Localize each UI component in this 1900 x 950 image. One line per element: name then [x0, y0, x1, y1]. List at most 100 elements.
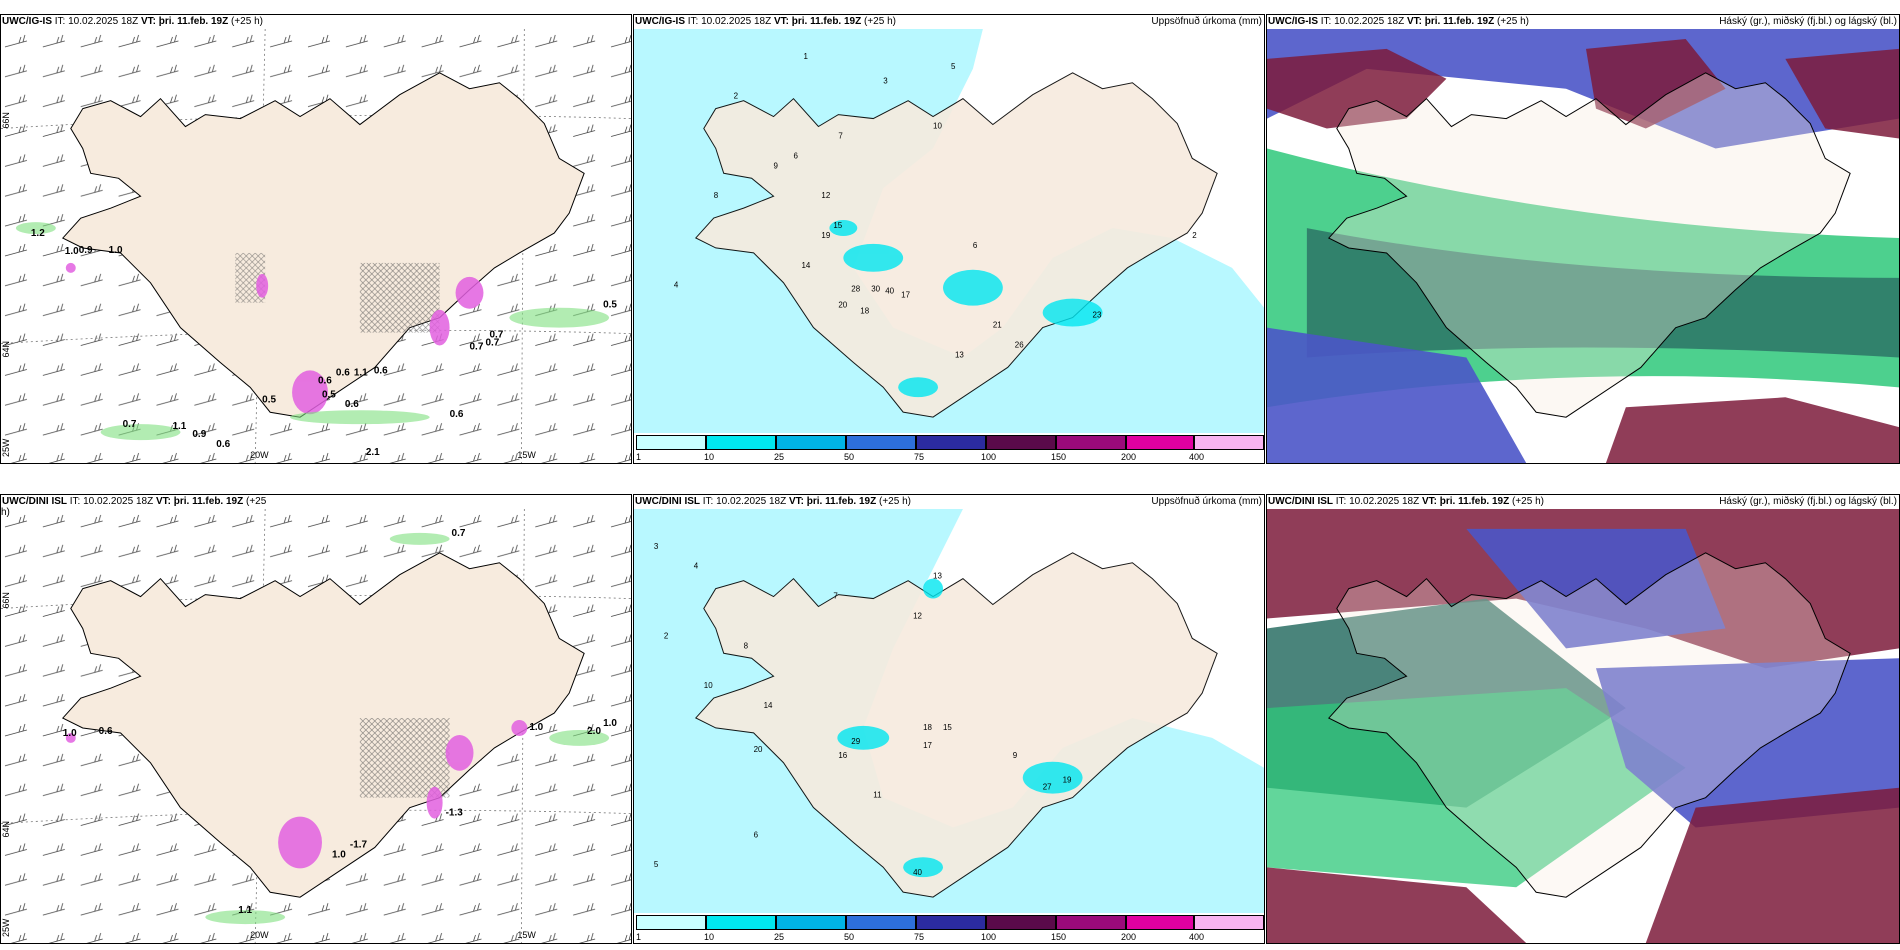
colorbar-tick: 100: [981, 452, 997, 462]
color-swatch: [1194, 915, 1264, 930]
field-label: Háský (gr.), miðský (fj.bl.) og lágský (…: [1719, 495, 1897, 509]
lon-label-25w: 25W: [1, 918, 11, 937]
precip-value: 15: [943, 723, 952, 732]
lead-time: (+25 h): [864, 16, 896, 27]
precip-value: 7: [833, 592, 838, 601]
precip-value: 12: [913, 611, 922, 620]
precip-value: 3: [883, 77, 888, 86]
precip-value: 27: [1043, 783, 1052, 792]
issue-time: IT: 10.02.2025 18Z: [1320, 16, 1405, 27]
precip-value: 18: [923, 723, 932, 732]
color-swatch: [986, 435, 1056, 450]
color-swatch: [846, 915, 916, 930]
precip-value: 28: [851, 285, 860, 294]
precip-value: 40: [913, 868, 922, 877]
color-swatch: [706, 915, 776, 930]
wind-value: 1.2: [31, 228, 45, 239]
iceland-outline: [1327, 72, 1851, 418]
iceland-outline: [1327, 552, 1851, 898]
color-swatch: [1056, 435, 1126, 450]
precip-areas: [15, 222, 610, 441]
precip-value: 8: [714, 191, 719, 200]
colorbar-tick: 1: [636, 452, 642, 462]
panel-wind-top: UWC/IG-IS IT: 10.02.2025 18Z VT: þri. 11…: [0, 14, 632, 464]
map-clouds[interactable]: [1267, 509, 1899, 943]
color-swatch: [636, 435, 706, 450]
precip-value: 14: [764, 701, 773, 710]
precip-value: 5: [951, 62, 956, 71]
precip-value: 26: [1015, 340, 1024, 349]
field-label: Háský (gr.), miðský (fj.bl.) og lágský (…: [1719, 15, 1897, 29]
precip-value: 30: [871, 285, 880, 294]
precip-value: 29: [851, 737, 860, 746]
colorbar-tick: 150: [1051, 932, 1067, 942]
panel-clouds-bottom: UWC/DINI ISL IT: 10.02.2025 18Z VT: þri.…: [1266, 494, 1900, 944]
precip-value: 14: [801, 261, 810, 270]
colorbar-tick: 100: [981, 932, 997, 942]
model-name: UWC/DINI ISL: [1268, 496, 1333, 507]
precip-value: 1: [803, 52, 808, 61]
iceland-land: [694, 552, 1218, 898]
precip-value: 11: [873, 791, 882, 800]
issue-time: IT: 10.02.2025 18Z: [687, 16, 772, 27]
lat-label-66n: 66N: [1, 592, 11, 608]
wind-value: 0.6: [336, 367, 350, 378]
wind-values: 0.7 0.6 1.0 2.0 1.0 -1.7 1.0 -1.3 1.0 1.…: [63, 528, 618, 916]
wind-value: -1.7: [350, 839, 368, 850]
model-name: UWC/IG-IS: [635, 16, 685, 27]
panel-title: UWC/IG-IS IT: 10.02.2025 18Z VT: þri. 11…: [634, 15, 1264, 29]
model-name: UWC/IG-IS: [1268, 16, 1318, 27]
wind-value: 1.1: [238, 905, 252, 916]
wind-value: 0.6: [450, 409, 464, 420]
wind-value: 0.6: [216, 439, 230, 450]
map-precip[interactable]: 1 5 3 2 4 7 6 10 9 12 14 19 15 28 30 40 …: [634, 29, 1264, 433]
color-swatch: [1126, 435, 1194, 450]
wind-value: 0.5: [603, 300, 617, 311]
lon-label-20w: 20W: [250, 930, 269, 940]
iceland-land: [61, 552, 585, 898]
precip-value: 6: [793, 151, 798, 160]
precip-value: 40: [885, 287, 894, 296]
lon-label-15w: 15W: [517, 450, 536, 460]
precip-value: 19: [1063, 776, 1072, 785]
colorbar-tick: 1: [636, 932, 642, 942]
lon-label-15w: 15W: [517, 930, 536, 940]
wind-value: 0.6: [374, 365, 388, 376]
wind-value: 0.9: [192, 429, 206, 440]
panel-title: UWC/DINI ISL IT: 10.02.2025 18Z VT: þri.…: [634, 495, 1264, 509]
wind-value: 0.9: [79, 245, 93, 256]
panel-wind-bottom: UWC/DINI ISL IT: 10.02.2025 18Z VT: þri.…: [0, 494, 632, 944]
map-wind[interactable]: 0.7 0.6 1.0 2.0 1.0 -1.7 1.0 -1.3 1.0 1.…: [1, 509, 631, 943]
precip-value: 20: [754, 745, 763, 754]
field-label: Uppsöfnuð úrkoma (mm): [1151, 15, 1262, 29]
map-clouds[interactable]: [1267, 29, 1899, 463]
precip-value: 8: [744, 641, 749, 650]
precip-value: 13: [933, 572, 942, 581]
map-wind[interactable]: 1.2 1.0 0.9 1.0 0.5 0.5 0.6 0.6 1.1 0.6 …: [1, 29, 631, 463]
lead-time: (+25 h): [1512, 496, 1544, 507]
panel-precip-bottom: UWC/DINI ISL IT: 10.02.2025 18Z VT: þri.…: [633, 494, 1265, 944]
snow-areas: [65, 262, 484, 415]
wind-value: -1.3: [446, 808, 464, 819]
wind-value: 0.7: [485, 338, 499, 349]
precip-value: 4: [694, 562, 699, 571]
precip-value: 6: [754, 830, 759, 839]
issue-time: IT: 10.02.2025 18Z: [1335, 496, 1420, 507]
precip-value: 10: [704, 681, 713, 690]
lat-label-66n: 66N: [1, 112, 11, 128]
model-name: UWC/IG-IS: [2, 16, 52, 27]
valid-time: VT: þri. 11.feb. 19Z: [1406, 16, 1495, 27]
precip-value: 16: [838, 751, 847, 760]
wind-value: 0.5: [322, 389, 336, 400]
precip-value: 4: [674, 281, 679, 290]
color-swatch: [1056, 915, 1126, 930]
map-precip[interactable]: 3 4 2 5 7 13 8 10 12 14 18 29 16 15 17 2…: [634, 509, 1264, 913]
lead-time: (+25 h): [879, 496, 911, 507]
precip-value: 9: [774, 161, 779, 170]
precip-value: 5: [654, 860, 659, 869]
precip-value: 12: [821, 191, 830, 200]
wind-value: 0.5: [262, 394, 276, 405]
valid-time: VT: þri. 11.feb. 19Z: [140, 16, 229, 27]
lead-time-wrap: h): [1, 507, 10, 519]
panel-title: UWC/IG-IS IT: 10.02.2025 18Z VT: þri. 11…: [1, 15, 631, 29]
